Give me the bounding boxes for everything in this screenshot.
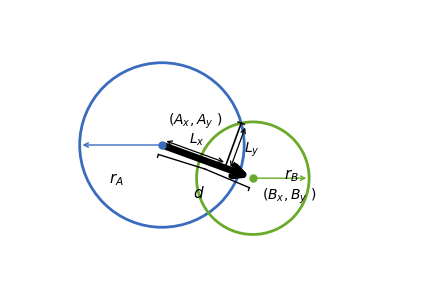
Text: $r_{A}$: $r_{A}$ (109, 171, 124, 188)
Text: $(A_{x},A_{y}\ )$: $(A_{x},A_{y}\ )$ (168, 111, 222, 130)
Text: $(B_{x},B_{y}\ )$: $(B_{x},B_{y}\ )$ (262, 187, 316, 206)
Text: $d$: $d$ (193, 185, 205, 201)
Text: $r_{B}$: $r_{B}$ (284, 167, 299, 184)
Text: $L_{y}$: $L_{y}$ (244, 140, 260, 159)
Text: $L_{x}$: $L_{x}$ (189, 131, 204, 148)
